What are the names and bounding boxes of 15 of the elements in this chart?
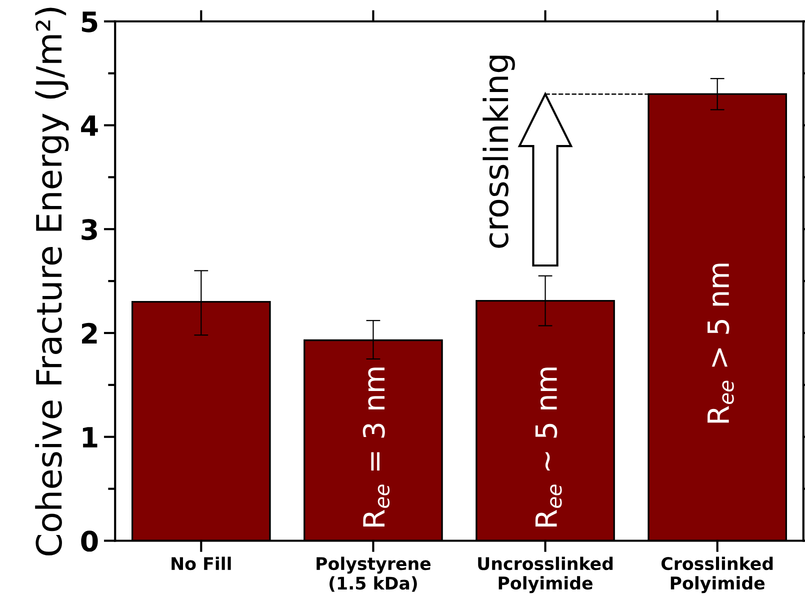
y-tick-label: 1: [82, 427, 98, 448]
x-tick-label: Uncrosslinked Polyimide: [478, 556, 613, 594]
y-tick-label: 2: [82, 322, 97, 344]
annotation: R$_{ee}$ > 5 nm: [708, 264, 734, 423]
x-tick-label: Polystyrene (1.5 kDa): [316, 556, 431, 592]
y-tick-label: 3: [82, 219, 97, 240]
x-tick-label: Crosslinked Polyimide: [661, 556, 773, 594]
y-axis-title: Cohesive Fracture Energy (J/m²): [35, 8, 69, 556]
y-tick-label: 5: [82, 12, 98, 32]
y-tick-label: 4: [81, 116, 98, 136]
annotation: R$_{ee}$ ~ 5 nm: [535, 368, 562, 526]
x-tick-label: No Fill: [172, 556, 231, 570]
annotation: crosslinking: [482, 56, 515, 248]
y-tick-label: 0: [81, 530, 98, 552]
annotation: R$_{ee}$ = 3 nm: [362, 368, 390, 526]
